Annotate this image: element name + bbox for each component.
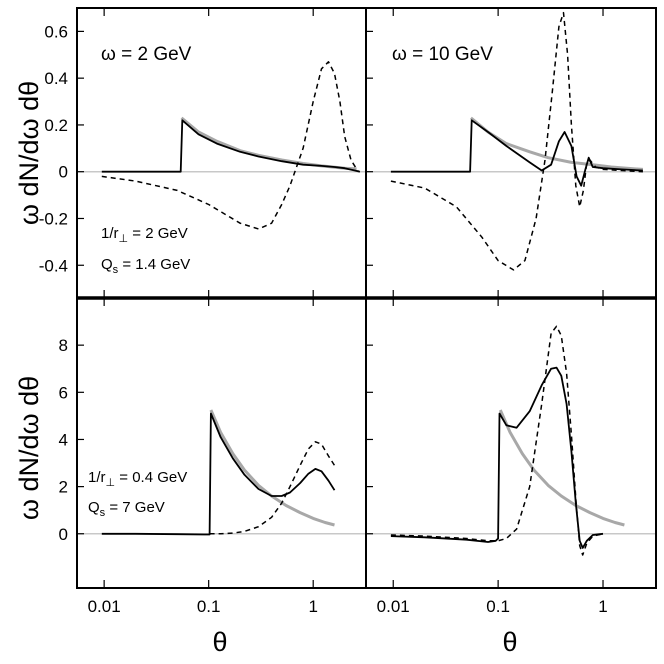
y-tick-label-r1: 2	[59, 478, 68, 497]
x-tick-label-c0: 1	[308, 597, 317, 616]
panel-frame-r1-c0	[76, 297, 367, 589]
series-solid-r0-c0	[101, 119, 361, 173]
series-dashed-r1-c1	[390, 325, 604, 556]
y-tick-label-r1: 0	[59, 525, 68, 544]
param-qs-top: Qs = 1.4 GeV	[101, 256, 190, 276]
x-tick-label-c1: 1	[598, 597, 607, 616]
y-tick-label-r0: -0.4	[39, 256, 68, 275]
series-solid-r0-c1	[390, 119, 643, 187]
y-tick-label-r1: 6	[59, 383, 68, 402]
omega-label-10gev: ω = 10 GeV	[392, 44, 493, 65]
y-axis-title-bottom: ω dN/dω dθ	[14, 376, 44, 520]
x-tick-label-c1: 0.01	[377, 597, 410, 616]
x-axis-title-left: θ	[212, 627, 227, 657]
series-dashed-r0-c1	[390, 11, 643, 271]
y-tick-label-r0: 0	[59, 163, 68, 182]
series-reference-r0-c1	[469, 116, 643, 171]
param-qs-bottom: Qs = 7 GeV	[88, 499, 165, 519]
series-reference-r1-c1	[498, 409, 625, 527]
param-r-perp-bottom: 1/r⊥ = 0.4 GeV	[88, 469, 187, 489]
series-dashed-r1-c0	[209, 441, 336, 535]
series-dashed-r0-c0	[101, 61, 359, 230]
omega-label-2gev: ω = 2 GeV	[101, 44, 192, 65]
series-reference-r0-c0	[180, 116, 357, 171]
y-tick-label-r1: 8	[59, 336, 68, 355]
x-axis-title-right: θ	[502, 627, 517, 657]
x-tick-label-c0: 0.01	[88, 597, 121, 616]
plot-layer: 0.6 0.4 0.2 0 -0.2 -0.4 8 6 4 2 0 0.01 0.1 1 0.01 0.1 1	[39, 7, 657, 616]
y-axis-title-top: ω dN/dω dθ	[14, 81, 44, 225]
y-tick-label-r1: 4	[59, 430, 68, 449]
series-solid-r1-c1	[390, 366, 604, 549]
x-tick-label-c1: 0.1	[486, 597, 510, 616]
param-r-perp-top: 1/r⊥ = 2 GeV	[101, 225, 188, 245]
x-tick-label-c0: 0.1	[197, 597, 221, 616]
y-tick-label-r0: 0.4	[44, 69, 68, 88]
panel-frame-r1-c1	[365, 297, 657, 589]
y-tick-label-r0: 0.2	[44, 116, 68, 135]
y-tick-label-r0: -0.2	[39, 209, 68, 228]
y-tick-label-r0: 0.6	[44, 22, 68, 41]
series-solid-r1-c0	[101, 412, 336, 536]
series-reference-r1-c0	[209, 409, 335, 527]
